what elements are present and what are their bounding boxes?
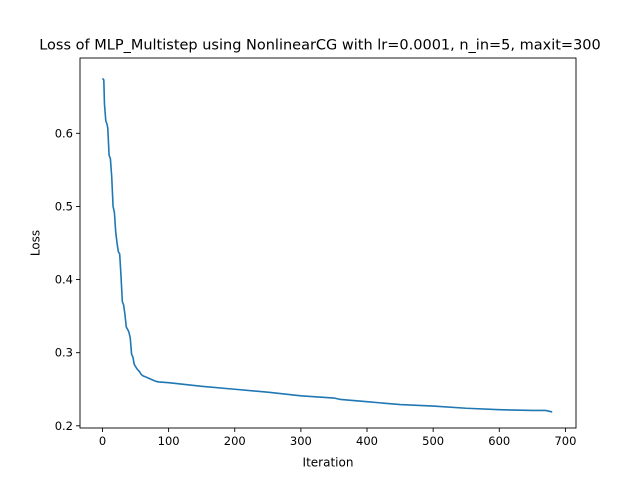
x-tick-label: 700 [554, 434, 576, 448]
y-tick-label: 0.3 [55, 346, 73, 360]
x-tick-label: 0 [99, 434, 106, 448]
x-tick-label: 600 [488, 434, 510, 448]
y-tick-label: 0.2 [55, 419, 73, 433]
x-tick-label: 400 [356, 434, 378, 448]
x-tick-label: 200 [224, 434, 246, 448]
chart-title: Loss of MLP_Multistep using NonlinearCG … [39, 38, 601, 54]
loss-series-line [101, 77, 553, 413]
x-axis-label: Iteration [303, 456, 354, 470]
y-axis-label: Loss [29, 230, 43, 256]
y-tick-label: 0.4 [55, 273, 73, 287]
y-tick-label: 0.5 [55, 199, 73, 213]
x-tick-label: 300 [290, 434, 312, 448]
x-axis-ticks: 0 100 200 300 400 500 600 700 [99, 428, 576, 448]
x-tick-label: 500 [422, 434, 444, 448]
x-tick-label: 100 [158, 434, 180, 448]
y-axis-ticks: 0.2 0.3 0.4 0.5 0.6 [55, 126, 80, 433]
plot-area-frame [79, 57, 577, 429]
y-tick-label: 0.6 [55, 126, 73, 140]
